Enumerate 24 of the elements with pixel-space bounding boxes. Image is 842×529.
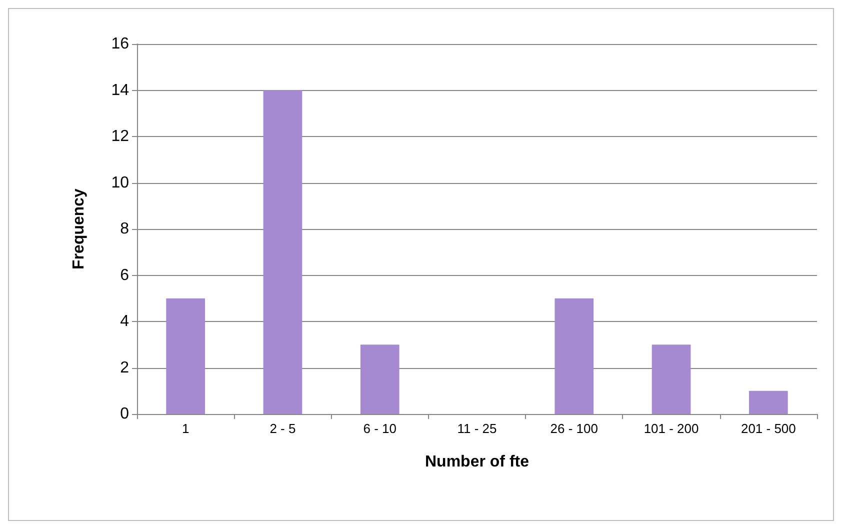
x-tick-label: 2 - 5	[270, 421, 296, 436]
x-tick-label: 11 - 25	[457, 421, 497, 436]
y-axis-title: Frequency	[70, 188, 88, 270]
x-tick-label: 201 - 500	[740, 421, 796, 436]
y-tick-label: 8	[120, 220, 130, 238]
y-tick-label: 12	[111, 128, 130, 145]
y-tick-label: 0	[120, 406, 130, 422]
y-tick-label: 14	[111, 82, 130, 99]
x-axis-title: Number of fte	[425, 454, 530, 470]
bar	[263, 90, 302, 414]
y-tick-label: 6	[120, 266, 130, 284]
x-tick-label: 101 - 200	[644, 421, 699, 436]
y-tick-label: 4	[120, 313, 130, 330]
y-tick-label: 10	[111, 174, 130, 192]
bar	[360, 344, 400, 414]
x-tick-label: 26 - 100	[550, 421, 598, 436]
bar	[166, 298, 205, 414]
bar	[749, 390, 788, 414]
y-tick-label: 16	[111, 36, 130, 52]
x-tick-label: 1	[182, 421, 190, 436]
bar	[554, 298, 594, 414]
bar	[652, 344, 691, 414]
y-tick-label: 2	[120, 359, 130, 376]
x-tick-label: 6 - 10	[363, 421, 396, 436]
